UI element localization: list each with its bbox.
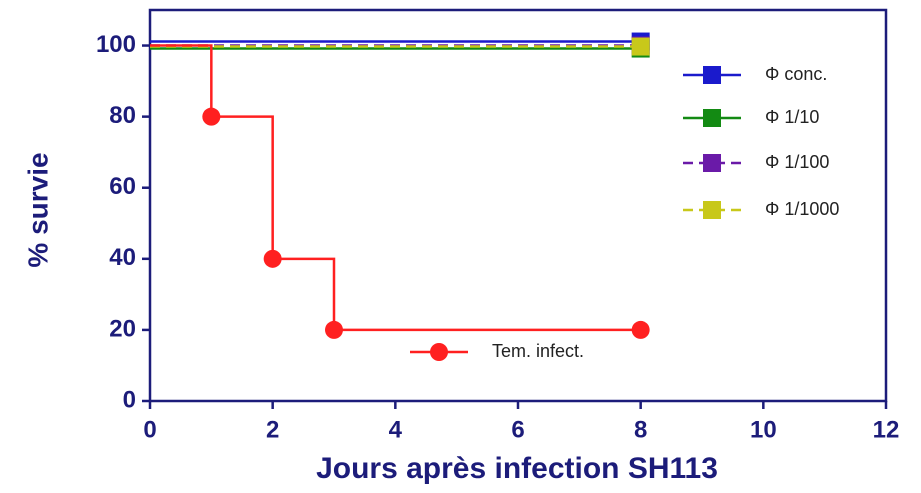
x-axis-label: Jours après infection SH113 <box>316 452 718 485</box>
legend-label: Φ 1/1000 <box>765 199 839 219</box>
legend-marker <box>703 66 721 84</box>
legend-label: Φ conc. <box>765 64 827 84</box>
y-tick-label: 20 <box>109 315 136 342</box>
y-tick-label: 60 <box>109 173 136 200</box>
legend-marker <box>703 201 721 219</box>
x-tick-label: 0 <box>143 416 156 443</box>
point-marker <box>263 249 282 268</box>
legend-label: Tem. infect. <box>492 341 584 361</box>
point-marker <box>202 107 221 126</box>
x-tick-label: 10 <box>750 416 777 443</box>
legend-label: Φ 1/10 <box>765 107 819 127</box>
legend-marker <box>703 109 721 127</box>
point-marker <box>631 320 650 339</box>
y-axis-label: % survie <box>22 152 53 267</box>
y-tick-label: 100 <box>96 31 136 58</box>
legend-marker <box>430 343 448 361</box>
x-tick-label: 6 <box>511 416 524 443</box>
point-marker <box>325 320 343 339</box>
point-marker <box>631 37 650 56</box>
x-tick-label: 2 <box>266 416 279 443</box>
x-tick-label: 4 <box>389 416 403 443</box>
y-tick-label: 0 <box>123 386 136 413</box>
legend-marker <box>703 154 721 172</box>
x-tick-label: 12 <box>873 416 900 443</box>
legend-label: Φ 1/100 <box>765 152 829 172</box>
survival-line <box>150 44 641 332</box>
y-tick-label: 40 <box>109 244 136 271</box>
x-tick-label: 8 <box>634 416 647 443</box>
y-tick-label: 80 <box>109 102 136 129</box>
